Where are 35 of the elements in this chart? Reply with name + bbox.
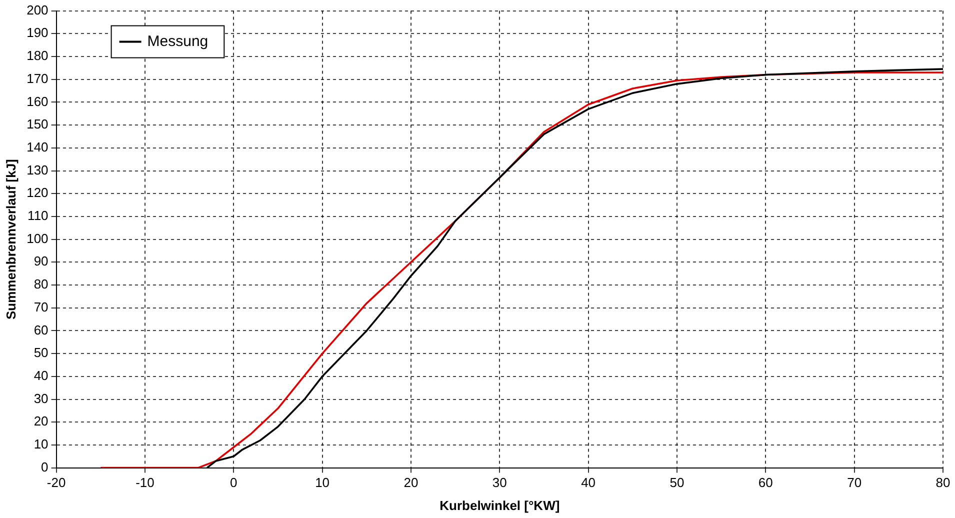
x-tick-label: -10 bbox=[136, 475, 154, 490]
y-tick-label: 200 bbox=[26, 2, 48, 18]
y-tick-label: 90 bbox=[34, 254, 48, 269]
x-tick-label: 40 bbox=[581, 475, 596, 490]
x-tick-label: -20 bbox=[46, 475, 66, 490]
x-tick-label: 50 bbox=[670, 475, 684, 490]
y-tick-label: 170 bbox=[26, 70, 48, 86]
y-tick-label: 50 bbox=[34, 345, 48, 360]
y-tick-label: 20 bbox=[34, 414, 48, 429]
y-tick-label: 130 bbox=[26, 162, 48, 178]
y-tick-label: 160 bbox=[26, 94, 48, 109]
y-tick-label: 120 bbox=[26, 185, 48, 200]
x-tick-label: 20 bbox=[404, 475, 418, 490]
x-tick-label: 0 bbox=[230, 475, 238, 490]
x-axis-title: Kurbelwinkel [°KW] bbox=[440, 498, 560, 513]
y-tick-label: 180 bbox=[26, 48, 48, 64]
y-axis-title: Summenbrennverlauf [kJ] bbox=[3, 159, 18, 320]
x-tick-label: 30 bbox=[492, 475, 507, 490]
y-tick-label: 40 bbox=[34, 368, 48, 383]
y-tick-label: 80 bbox=[34, 276, 48, 292]
legend-label: Messung bbox=[147, 32, 208, 50]
y-tick-label: 190 bbox=[26, 25, 48, 40]
x-tick-label: 10 bbox=[315, 475, 330, 490]
x-tick-label: 80 bbox=[936, 475, 950, 490]
x-tick-label: 60 bbox=[758, 475, 773, 490]
y-tick-label: 10 bbox=[34, 436, 48, 452]
y-tick-label: 110 bbox=[28, 208, 48, 224]
y-tick-label: 0 bbox=[41, 459, 48, 474]
y-tick-label: 30 bbox=[34, 390, 48, 406]
x-tick-label: 70 bbox=[847, 475, 862, 490]
y-tick-label: 150 bbox=[26, 116, 48, 132]
y-tick-label: 100 bbox=[26, 230, 48, 246]
y-tick-label: 70 bbox=[34, 299, 48, 314]
y-tick-label: 60 bbox=[34, 322, 48, 338]
y-tick-label: 140 bbox=[26, 139, 48, 154]
